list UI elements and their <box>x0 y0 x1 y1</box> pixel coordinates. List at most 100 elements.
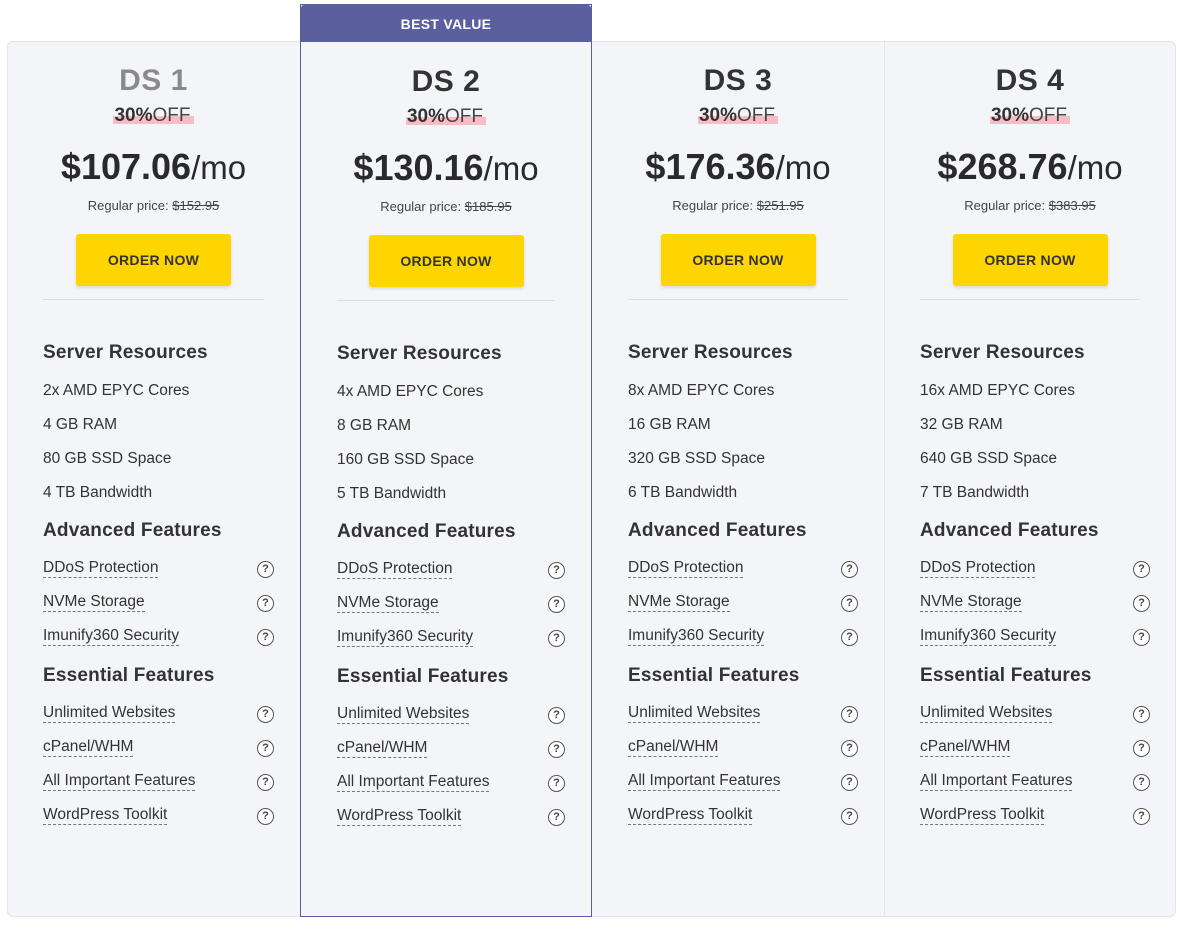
help-icon[interactable]: ? <box>1133 628 1150 646</box>
feature-label[interactable]: Unlimited Websites <box>337 705 470 724</box>
feature-imunify: Imunify360 Security? <box>920 620 1150 654</box>
help-icon[interactable]: ? <box>1133 807 1150 825</box>
regular-price-label: Regular price: <box>87 198 169 213</box>
help-icon[interactable]: ? <box>841 594 858 612</box>
feature-label[interactable]: DDoS Protection <box>337 560 453 579</box>
help-icon[interactable]: ? <box>841 628 858 646</box>
help-icon[interactable]: ? <box>257 773 274 791</box>
feature-label[interactable]: All Important Features <box>920 772 1073 791</box>
discount-off-text: OFF <box>737 105 776 126</box>
help-icon[interactable]: ? <box>257 628 274 646</box>
help-icon[interactable]: ? <box>841 560 858 578</box>
feature-label[interactable]: WordPress Toolkit <box>920 806 1045 825</box>
help-icon[interactable]: ? <box>1133 773 1150 791</box>
help-icon[interactable]: ? <box>548 808 565 826</box>
feature-label[interactable]: cPanel/WHM <box>337 739 428 758</box>
feature-label[interactable]: Unlimited Websites <box>628 704 761 723</box>
order-now-button[interactable]: ORDER NOW <box>368 235 524 287</box>
help-icon[interactable]: ? <box>548 706 565 724</box>
discount-off-text: OFF <box>445 106 484 127</box>
regular-price: Regular price: $185.95 <box>301 198 591 216</box>
feature-nvme: NVMe Storage? <box>628 586 858 620</box>
feature-label[interactable]: DDoS Protection <box>628 559 744 578</box>
feature-label[interactable]: cPanel/WHM <box>920 738 1011 757</box>
price-amount: $268.76 <box>937 146 1068 187</box>
regular-price: Regular price: $383.95 <box>884 197 1176 215</box>
help-icon[interactable]: ? <box>548 595 565 613</box>
feature-label[interactable]: NVMe Storage <box>920 593 1022 612</box>
order-now-button[interactable]: ORDER NOW <box>660 234 816 286</box>
feature-label[interactable]: cPanel/WHM <box>43 738 134 757</box>
feature-label[interactable]: All Important Features <box>43 772 196 791</box>
discount-off-text: OFF <box>1029 105 1068 126</box>
feature-label[interactable]: Imunify360 Security <box>337 628 474 647</box>
help-icon[interactable]: ? <box>548 561 565 579</box>
feature-label[interactable]: Imunify360 Security <box>920 627 1057 646</box>
feature-cpanel: cPanel/WHM? <box>337 732 565 766</box>
feature-label[interactable]: WordPress Toolkit <box>628 806 753 825</box>
section-title-advanced-features: Advanced Features <box>920 520 1099 541</box>
feature-nvme: NVMe Storage? <box>43 586 274 620</box>
feature-label[interactable]: DDoS Protection <box>920 559 1036 578</box>
help-icon[interactable]: ? <box>841 807 858 825</box>
help-icon[interactable]: ? <box>257 705 274 723</box>
help-icon[interactable]: ? <box>841 773 858 791</box>
section-title-server-resources: Server Resources <box>43 342 208 363</box>
order-now-button[interactable]: ORDER NOW <box>952 234 1108 286</box>
feature-label[interactable]: DDoS Protection <box>43 559 159 578</box>
regular-price-value: $152.95 <box>172 198 220 213</box>
resource-cores: 4x AMD EPYC Cores <box>337 383 484 400</box>
feature-nvme: NVMe Storage? <box>337 587 565 621</box>
discount-label: 30%OFF <box>592 103 884 129</box>
feature-wordpress-toolkit: WordPress Toolkit? <box>337 800 565 834</box>
help-icon[interactable]: ? <box>257 594 274 612</box>
discount-label: 30%OFF <box>884 103 1176 129</box>
feature-imunify: Imunify360 Security? <box>337 621 565 655</box>
discount-off-text: OFF <box>152 105 191 126</box>
help-icon[interactable]: ? <box>257 807 274 825</box>
feature-label[interactable]: cPanel/WHM <box>628 738 719 757</box>
plan-card-ds3: DS 3 30%OFF $176.36/mo Regular price: $2… <box>592 41 884 917</box>
help-icon[interactable]: ? <box>548 629 565 647</box>
feature-label[interactable]: WordPress Toolkit <box>43 806 168 825</box>
price: $107.06/mo <box>7 145 300 189</box>
feature-label[interactable]: All Important Features <box>337 773 490 792</box>
discount-label: 30%OFF <box>301 104 591 130</box>
plan-name: DS 4 <box>995 64 1065 97</box>
feature-nvme: NVMe Storage? <box>920 586 1150 620</box>
feature-label[interactable]: NVMe Storage <box>628 593 730 612</box>
feature-label[interactable]: All Important Features <box>628 772 781 791</box>
resource-storage: 80 GB SSD Space <box>43 450 172 467</box>
price-period: /mo <box>1067 149 1123 186</box>
help-icon[interactable]: ? <box>257 739 274 757</box>
discount-label: 30%OFF <box>7 103 300 129</box>
help-icon[interactable]: ? <box>1133 594 1150 612</box>
resource-ram: 4 GB RAM <box>43 416 118 433</box>
feature-unlimited-websites: Unlimited Websites? <box>628 697 858 731</box>
feature-label[interactable]: Imunify360 Security <box>628 627 765 646</box>
help-icon[interactable]: ? <box>1133 705 1150 723</box>
price: $268.76/mo <box>884 145 1176 189</box>
resource-ram: 16 GB RAM <box>628 416 711 433</box>
help-icon[interactable]: ? <box>1133 739 1150 757</box>
price: $130.16/mo <box>301 146 591 190</box>
feature-label[interactable]: NVMe Storage <box>43 593 145 612</box>
feature-label[interactable]: Unlimited Websites <box>920 704 1053 723</box>
feature-label[interactable]: Imunify360 Security <box>43 627 180 646</box>
divider <box>920 299 1140 300</box>
feature-ddos: DDoS Protection? <box>43 552 274 586</box>
feature-unlimited-websites: Unlimited Websites? <box>920 697 1150 731</box>
help-icon[interactable]: ? <box>548 740 565 758</box>
feature-label[interactable]: WordPress Toolkit <box>337 807 462 826</box>
feature-label[interactable]: NVMe Storage <box>337 594 439 613</box>
order-now-button[interactable]: ORDER NOW <box>76 234 231 286</box>
help-icon[interactable]: ? <box>841 739 858 757</box>
help-icon[interactable]: ? <box>841 705 858 723</box>
resource-bandwidth: 6 TB Bandwidth <box>628 484 738 501</box>
feature-imunify: Imunify360 Security? <box>628 620 858 654</box>
help-icon[interactable]: ? <box>548 774 565 792</box>
resource-storage: 160 GB SSD Space <box>337 451 474 468</box>
help-icon[interactable]: ? <box>257 560 274 578</box>
help-icon[interactable]: ? <box>1133 560 1150 578</box>
feature-label[interactable]: Unlimited Websites <box>43 704 176 723</box>
